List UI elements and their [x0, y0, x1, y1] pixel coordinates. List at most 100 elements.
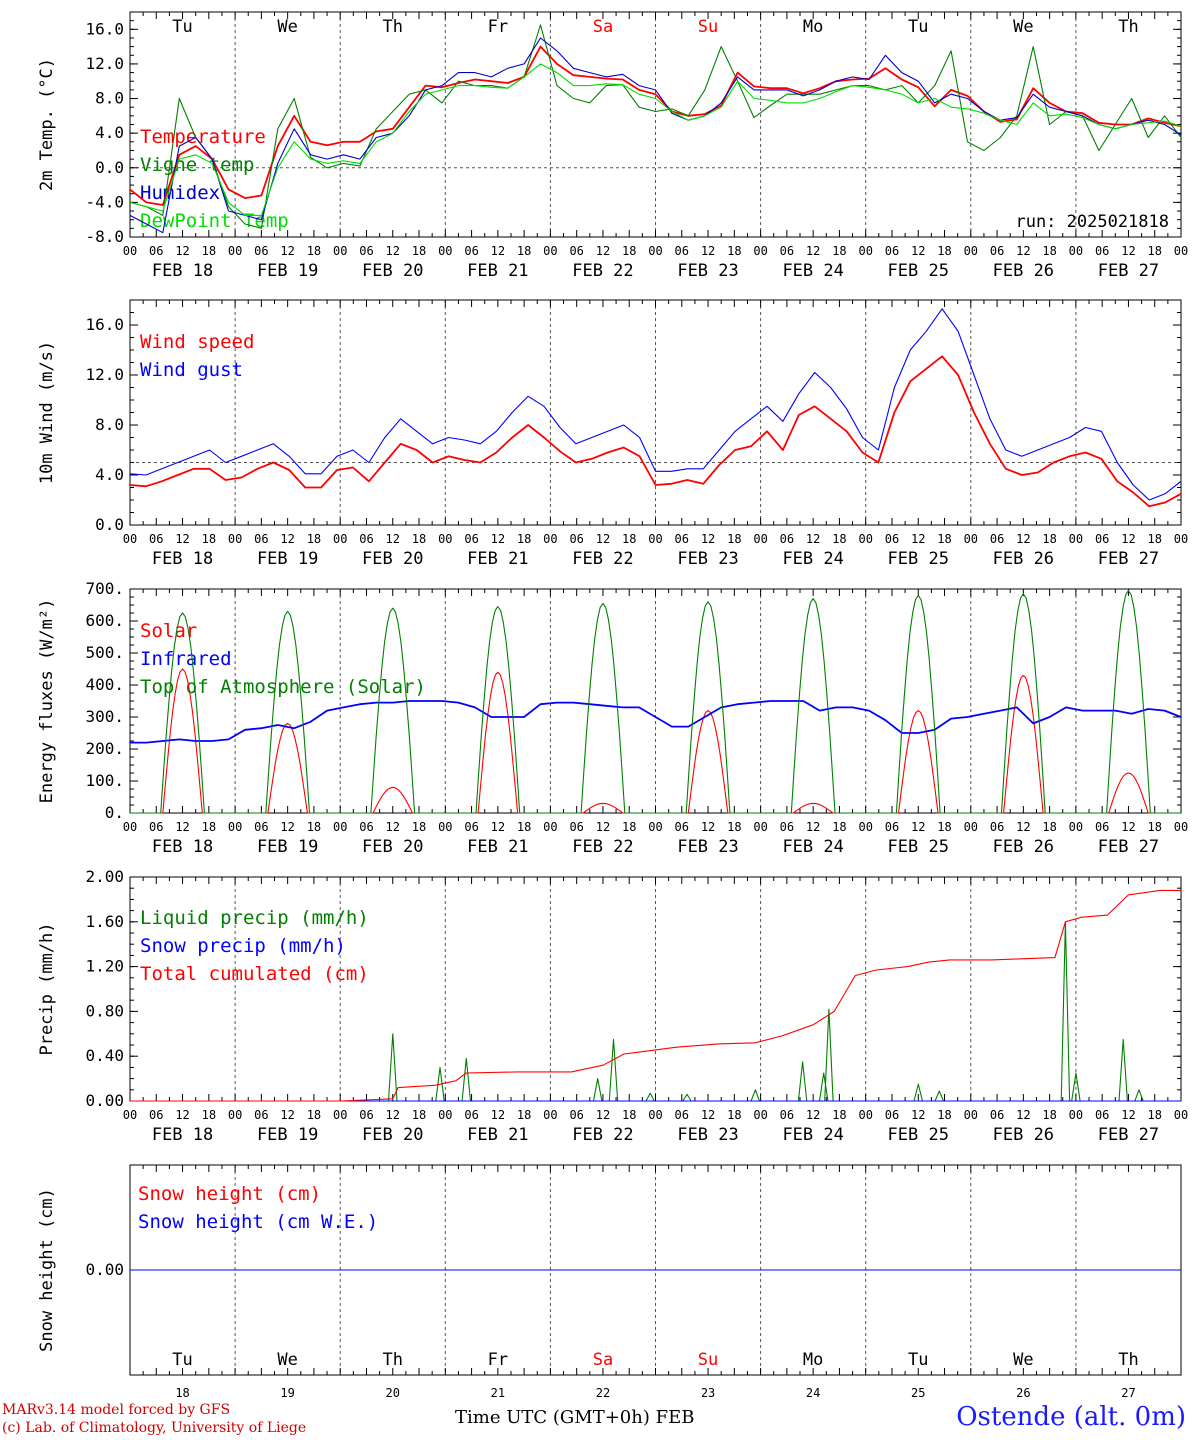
hour-label: 18: [937, 244, 951, 258]
panel-5: 0.00 Snow height (cm) Tu We Th Fr Sa Su Mo Tu We Th…: [37, 1164, 1182, 1400]
weekday-label: Tu: [908, 1350, 928, 1370]
weekday-label: Mo: [803, 1350, 823, 1370]
day-number-label: 23: [701, 1386, 715, 1400]
y-tick-label: 16.0: [85, 315, 124, 334]
hour-label: 06: [990, 244, 1004, 258]
hour-label: 00: [858, 244, 872, 258]
y-tick-label: -8.0: [85, 227, 124, 246]
weekday-label: We: [277, 1350, 297, 1370]
y-axis-label: 10m Wind (m/s): [37, 341, 57, 484]
weekday-label: We: [1013, 1350, 1033, 1370]
hour-label: 06: [780, 1108, 794, 1122]
legend-entry: Wind gust: [140, 359, 243, 381]
day-label: FEB 22: [572, 261, 633, 281]
hour-label: 00: [753, 532, 767, 546]
day-label: FEB 20: [362, 261, 423, 281]
hour-label: 12: [911, 1108, 925, 1122]
hour-label: 12: [386, 820, 400, 834]
y-tick-label: 1.20: [85, 957, 124, 976]
legend-entry: Snow precip (mm/h): [140, 935, 346, 957]
hour-label: 12: [1121, 1108, 1135, 1122]
day-label: FEB 22: [572, 549, 633, 569]
weekday-label: Th: [383, 1350, 403, 1370]
hour-label: 18: [1147, 1108, 1161, 1122]
hour-label: 18: [622, 1108, 636, 1122]
day-label: FEB 24: [782, 549, 843, 569]
hour-label: 12: [386, 532, 400, 546]
y-tick-label: 16.0: [85, 19, 124, 38]
legend-entry: Snow height (cm): [138, 1183, 321, 1205]
hour-label: 12: [596, 244, 610, 258]
hour-label: 06: [359, 244, 373, 258]
y-tick-label: 400.: [85, 675, 124, 694]
day-number-label: 22: [596, 1386, 610, 1400]
y-axis-label: 2m Temp. (°C): [37, 58, 57, 191]
y-axis-label: Energy fluxes (W/m²): [37, 599, 57, 804]
series-line: [129, 308, 1182, 501]
panel-3: 0. 100. 200. 300. 400. 500. 600. 700. Energy flu…: [37, 579, 1188, 857]
hour-label: 12: [596, 1108, 610, 1122]
hour-label: 00: [1174, 820, 1188, 834]
legend-entry: Infrared: [140, 648, 232, 670]
hour-label: 00: [1069, 244, 1083, 258]
weekday-label: Tu: [172, 17, 192, 37]
hour-label: 18: [727, 1108, 741, 1122]
hour-label: 06: [885, 532, 899, 546]
hour-label: 18: [832, 1108, 846, 1122]
weekday-label: Th: [1118, 17, 1138, 37]
hour-label: 18: [202, 820, 216, 834]
time-axis-title: Time UTC (GMT+0h) FEB: [455, 1407, 695, 1428]
hour-label: 18: [517, 532, 531, 546]
day-label: FEB 27: [1098, 549, 1159, 569]
y-tick-label: 0.00: [85, 1091, 124, 1110]
hour-label: 06: [464, 1108, 478, 1122]
hour-label: 06: [990, 820, 1004, 834]
weekday-label: Fr: [488, 1350, 508, 1370]
hour-label: 06: [780, 820, 794, 834]
hour-label: 00: [438, 820, 452, 834]
hour-label: 18: [1042, 244, 1056, 258]
y-tick-label: 200.: [85, 739, 124, 758]
y-tick-label: 0.0: [95, 515, 124, 534]
model-credit: MARv3.14 model forced by GFS: [2, 1402, 231, 1418]
hour-label: 18: [622, 820, 636, 834]
hour-label: 00: [1174, 244, 1188, 258]
day-label: FEB 20: [362, 549, 423, 569]
plot-frame: [129, 11, 1182, 238]
hour-label: 12: [280, 1108, 294, 1122]
hour-label: 12: [1016, 1108, 1030, 1122]
y-tick-label: 700.: [85, 579, 124, 598]
hour-label: 12: [1016, 244, 1030, 258]
y-tick-label: 1.60: [85, 912, 124, 931]
hour-label: 18: [307, 244, 321, 258]
hour-label: 12: [596, 820, 610, 834]
hour-label: 06: [359, 532, 373, 546]
day-label: FEB 19: [257, 549, 318, 569]
weekday-label: Th: [1118, 1350, 1138, 1370]
day-label: FEB 24: [782, 1125, 843, 1145]
hour-label: 18: [517, 820, 531, 834]
hour-label: 06: [675, 532, 689, 546]
hour-label: 00: [648, 820, 662, 834]
day-label: FEB 26: [993, 261, 1054, 281]
y-tick-label: 0.0: [95, 158, 124, 177]
day-label: FEB 26: [993, 1125, 1054, 1145]
hour-label: 18: [1147, 820, 1161, 834]
hour-label: 00: [333, 1108, 347, 1122]
hour-label: 06: [780, 244, 794, 258]
hour-label: 00: [1069, 820, 1083, 834]
hour-label: 12: [911, 820, 925, 834]
day-label: FEB 27: [1098, 261, 1159, 281]
y-tick-label: 0.00: [85, 1260, 124, 1279]
hour-label: 06: [464, 532, 478, 546]
day-label: FEB 23: [677, 1125, 738, 1145]
series-line: [130, 889, 1181, 1102]
hour-label: 12: [1121, 244, 1135, 258]
day-label: FEB 25: [888, 549, 949, 569]
hour-label: 18: [727, 244, 741, 258]
hour-label: 18: [937, 1108, 951, 1122]
hour-label: 06: [359, 1108, 373, 1122]
hour-label: 06: [254, 244, 268, 258]
hour-label: 00: [123, 244, 137, 258]
